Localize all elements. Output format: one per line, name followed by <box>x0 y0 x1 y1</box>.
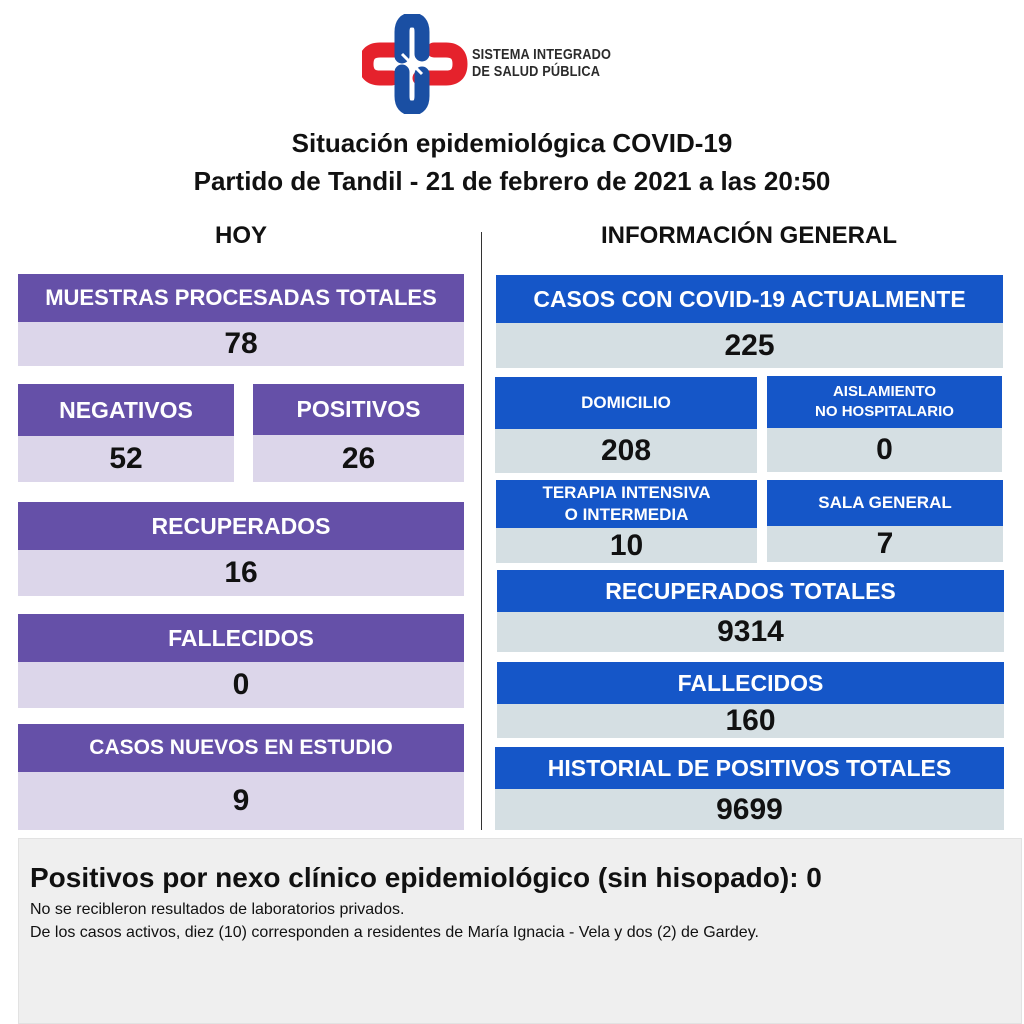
card-label-line-1: TERAPIA INTENSIVA <box>542 483 711 502</box>
card-label: HISTORIAL DE POSITIVOS TOTALES <box>495 747 1004 789</box>
card-sala-general: SALA GENERAL 7 <box>767 480 1003 562</box>
notes-panel <box>18 838 1022 1024</box>
card-label-line-2: NO HOSPITALARIO <box>815 403 954 420</box>
card-value: 16 <box>18 550 464 596</box>
general-title: INFORMACIÓN GENERAL <box>601 222 897 249</box>
card-recuperados: RECUPERADOS 16 <box>18 502 464 596</box>
notes-headline: Positivos por nexo clínico epidemiológic… <box>30 862 822 893</box>
card-value: 10 <box>496 528 757 563</box>
card-casos-nuevos: CASOS NUEVOS EN ESTUDIO 9 <box>18 724 464 830</box>
card-aislamiento: AISLAMIENTO NO HOSPITALARIO 0 <box>767 376 1002 472</box>
logo-text: SISTEMA INTEGRADO DE SALUD PÚBLICA <box>472 46 611 80</box>
card-label: FALLECIDOS <box>18 614 464 662</box>
page-title-line-1: Situación epidemiológica COVID-19 <box>291 128 733 158</box>
card-value: 208 <box>495 429 757 473</box>
column-divider <box>481 232 482 830</box>
card-value: 225 <box>496 323 1003 368</box>
card-label: POSITIVOS <box>253 384 464 435</box>
card-value: 9314 <box>497 612 1004 652</box>
card-historial: HISTORIAL DE POSITIVOS TOTALES 9699 <box>495 747 1004 830</box>
card-recuperados-totales: RECUPERADOS TOTALES 9314 <box>497 570 1004 652</box>
card-label: CASOS CON COVID-19 ACTUALMENTE <box>496 275 1003 323</box>
card-positivos: POSITIVOS 26 <box>253 384 464 482</box>
card-value: 26 <box>253 435 464 482</box>
hoy-title: HOY <box>214 222 267 249</box>
card-label: CASOS NUEVOS EN ESTUDIO <box>18 724 464 772</box>
card-domicilio: DOMICILIO 208 <box>495 377 757 473</box>
card-label: FALLECIDOS <box>497 662 1004 704</box>
notes-line-2: De los casos activos, diez (10) correspo… <box>30 924 759 941</box>
logo-line-1: SISTEMA INTEGRADO <box>472 46 612 63</box>
card-label: DOMICILIO <box>495 377 757 429</box>
card-fallecidos-hoy: FALLECIDOS 0 <box>18 614 464 708</box>
card-label: RECUPERADOS TOTALES <box>497 570 1004 612</box>
page-title-line-2: Partido de Tandil - 21 de febrero de 202… <box>193 166 831 196</box>
card-casos-actuales: CASOS CON COVID-19 ACTUALMENTE 225 <box>496 275 1003 368</box>
card-label: SALA GENERAL <box>767 480 1003 526</box>
card-label: MUESTRAS PROCESADAS TOTALES <box>18 274 464 322</box>
card-label-line-1: AISLAMIENTO <box>832 383 937 400</box>
card-value: 9 <box>18 772 464 830</box>
card-muestras: MUESTRAS PROCESADAS TOTALES 78 <box>18 274 464 366</box>
sisp-cross-logo-icon <box>362 14 468 114</box>
card-terapia: TERAPIA INTENSIVA O INTERMEDIA 10 <box>496 480 757 563</box>
card-value: 0 <box>767 428 1002 472</box>
card-label: TERAPIA INTENSIVA O INTERMEDIA <box>496 480 757 528</box>
logo <box>362 14 662 114</box>
card-label: RECUPERADOS <box>18 502 464 550</box>
logo-line-2: DE SALUD PÚBLICA <box>472 63 601 80</box>
card-label: AISLAMIENTO NO HOSPITALARIO <box>767 376 1002 428</box>
card-value: 78 <box>18 322 464 366</box>
card-value: 0 <box>18 662 464 708</box>
card-value: 7 <box>767 526 1003 562</box>
card-value: 9699 <box>495 789 1004 830</box>
card-value: 160 <box>497 704 1004 738</box>
card-negativos: NEGATIVOS 52 <box>18 384 234 482</box>
notes-line-1: No se recibleron resultados de laborator… <box>30 901 405 918</box>
card-value: 52 <box>18 436 234 482</box>
card-label-line-2: O INTERMEDIA <box>564 505 689 524</box>
card-fallecidos-general: FALLECIDOS 160 <box>497 662 1004 738</box>
card-label: NEGATIVOS <box>18 384 234 436</box>
